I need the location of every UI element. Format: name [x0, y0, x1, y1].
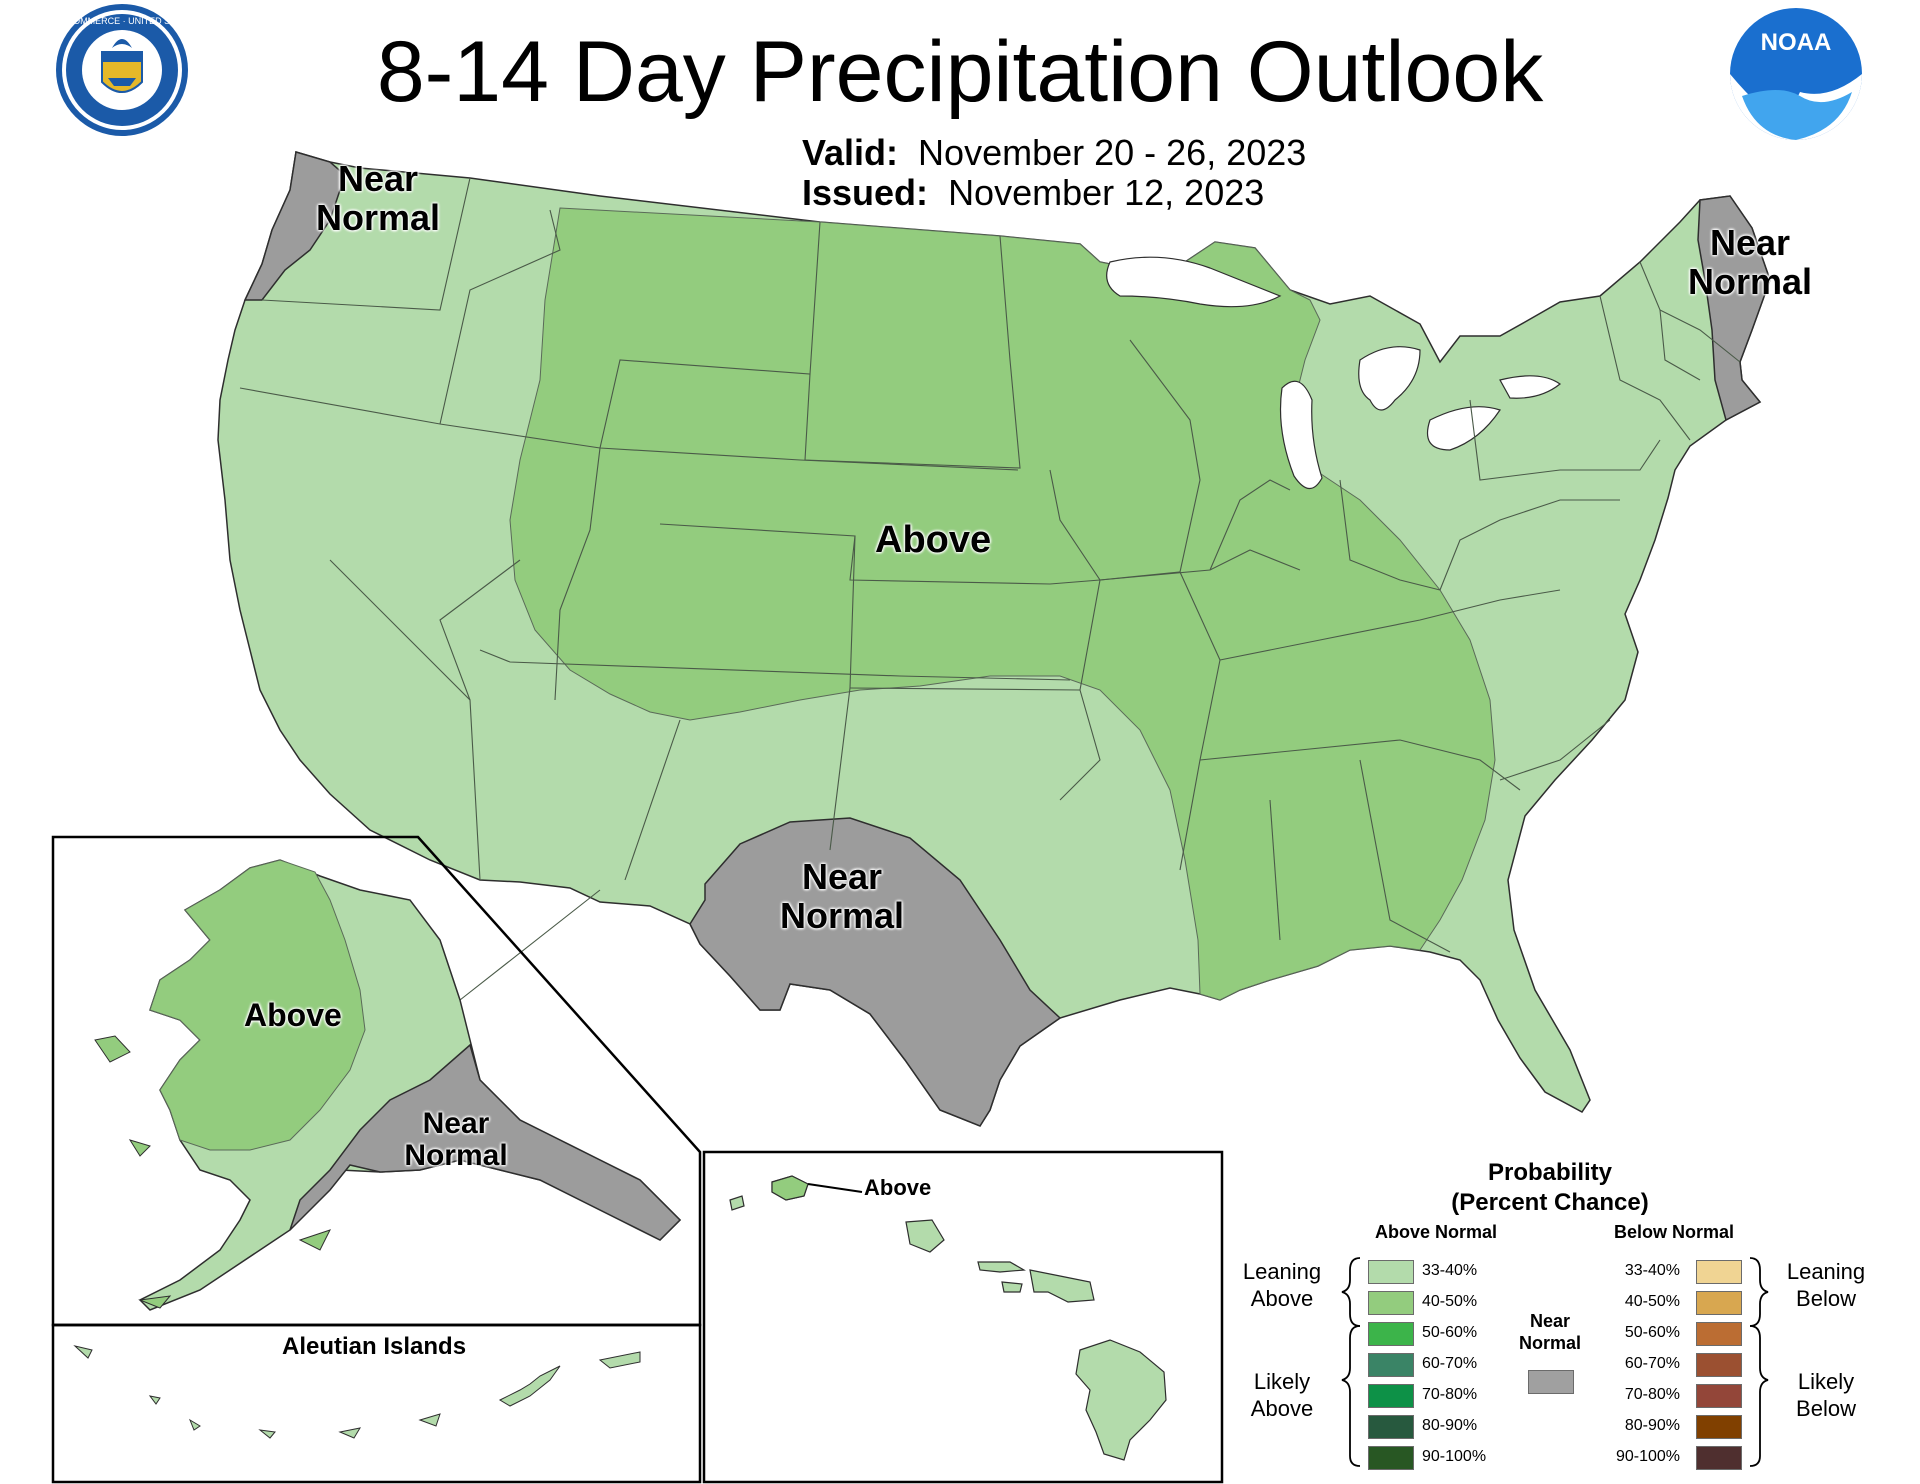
conus-above-label: Above — [875, 519, 992, 561]
group-line: Above — [1250, 1396, 1314, 1421]
legend-title-line1: Probability — [1487, 1159, 1613, 1186]
likely-below-label: Likely Below — [1776, 1368, 1876, 1422]
conus-map — [217, 151, 1771, 1127]
hawaii-kauai-above — [771, 1175, 809, 1201]
legend-above-swatch — [1368, 1291, 1414, 1315]
leaning-below-label: Leaning Below — [1776, 1258, 1876, 1312]
legend-below-swatch-label: 70-80% — [1624, 1386, 1680, 1403]
issued-line: Issued: November 12, 2023 — [802, 173, 1264, 213]
aleutian-frame — [51, 1323, 702, 1484]
likely-above-label: Likely Above — [1232, 1368, 1332, 1422]
alaska-inset-frame — [51, 835, 702, 1327]
legend-above-swatch-label: 33-40% — [1422, 1262, 1478, 1279]
legend-above-swatch-label: 50-60% — [1422, 1324, 1478, 1341]
legend-title: Probability (Percent Chance) — [1400, 1158, 1700, 1218]
legend-above-swatch — [1368, 1322, 1414, 1346]
hawaii-inset — [702, 1150, 1224, 1484]
legend-below-swatch-label: 90-100% — [1615, 1448, 1680, 1465]
legend-above-swatch-label: 70-80% — [1422, 1386, 1478, 1403]
alaska-islands — [94, 1035, 331, 1309]
northeast-near-normal-label: Near Normal — [1680, 222, 1820, 302]
legend-below-swatch-label: 80-90% — [1624, 1417, 1680, 1434]
leaning-above-label: Leaning Above — [1232, 1258, 1332, 1312]
above-40-50-region — [509, 207, 1496, 1001]
valid-line: Valid: November 20 - 26, 2023 — [802, 133, 1306, 173]
label-line: Normal — [315, 196, 441, 238]
hawaii-islands — [729, 1175, 1167, 1461]
map-title: 8-14 Day Precipitation Outlook — [376, 24, 1544, 120]
near-normal-texas — [689, 817, 1062, 1127]
issued-date: November 12, 2023 — [948, 172, 1265, 213]
legend-above-header: Above Normal — [1374, 1222, 1498, 1242]
label-line: Near — [422, 1107, 490, 1140]
valid-label: Valid: — [802, 132, 899, 173]
legend-below-swatch — [1696, 1353, 1742, 1377]
northwest-near-normal-label: Near Normal — [308, 158, 448, 238]
legend-title-line2: (Percent Chance) — [1451, 1189, 1649, 1216]
texas-near-normal-label: Near Normal — [772, 856, 912, 936]
legend-below-swatch-label: 40-50% — [1624, 1293, 1680, 1310]
legend-above-swatch — [1368, 1384, 1414, 1408]
alaska-above-label: Above — [244, 997, 342, 1033]
alaska-near-normal-region — [289, 1043, 682, 1241]
legend-below-swatch — [1696, 1384, 1742, 1408]
valid-date: November 20 - 26, 2023 — [918, 132, 1307, 173]
group-line: Above — [1250, 1286, 1314, 1311]
issued-label: Issued: — [802, 172, 929, 213]
label-line: Near — [337, 158, 419, 199]
legend-above-swatch-label: 90-100% — [1422, 1448, 1487, 1465]
state-borders — [239, 177, 1741, 1001]
legend-near-normal-swatch — [1528, 1370, 1574, 1394]
alaska-near-normal-label: Near Normal — [396, 1107, 516, 1173]
label-line: Normal — [404, 1139, 508, 1173]
legend-above-swatch — [1368, 1353, 1414, 1377]
near-normal-northwest — [243, 151, 346, 301]
group-line: Likely — [1253, 1369, 1311, 1394]
near-line2: Normal — [1518, 1333, 1581, 1353]
legend-below-swatch — [1696, 1322, 1742, 1346]
legend-below-swatch — [1696, 1446, 1742, 1470]
hawaii-above-label: Above — [864, 1175, 932, 1200]
commerce-seal-icon: DEPARTMENT OF COMMERCE · UNITED STATES O… — [0, 4, 256, 136]
alaska-inset — [51, 835, 702, 1484]
label-line: Normal — [779, 894, 905, 936]
legend-near-normal-header: Near Normal — [1500, 1310, 1600, 1354]
aleutian-islands-title: Aleutian Islands — [282, 1333, 467, 1360]
group-line: Below — [1796, 1396, 1856, 1421]
legend-below-swatch — [1696, 1415, 1742, 1439]
near-normal-maine — [1697, 195, 1771, 422]
legend-below-swatch — [1696, 1260, 1742, 1284]
legend-below-header: Below Normal — [1613, 1222, 1735, 1242]
hawaii-above-pointer — [807, 1183, 863, 1193]
legend-below-swatch-label: 33-40% — [1624, 1262, 1680, 1279]
noaa-logo-icon: NOAA — [1730, 8, 1862, 140]
legend-above-swatch — [1368, 1446, 1414, 1470]
noaa-text: NOAA — [1761, 29, 1832, 56]
legend-below-swatch — [1696, 1291, 1742, 1315]
legend-above-swatch — [1368, 1260, 1414, 1284]
hawaii-frame — [702, 1150, 1224, 1484]
group-line: Below — [1796, 1286, 1856, 1311]
label-line: Near — [801, 856, 883, 897]
group-line: Leaning — [1242, 1259, 1322, 1284]
group-line: Likely — [1797, 1369, 1855, 1394]
legend-above-swatch — [1368, 1415, 1414, 1439]
label-line: Normal — [1687, 260, 1813, 302]
label-line: Near — [1709, 222, 1791, 263]
alaska-above-region — [149, 859, 366, 1151]
seal-text: DEPARTMENT OF COMMERCE · UNITED STATES O… — [0, 16, 256, 26]
legend-above-swatch-label: 60-70% — [1422, 1355, 1478, 1372]
group-line: Leaning — [1786, 1259, 1866, 1284]
legend-below-swatch-label: 50-60% — [1624, 1324, 1680, 1341]
great-lakes — [1106, 256, 1562, 490]
legend-above-swatch-label: 80-90% — [1422, 1417, 1478, 1434]
legend-brackets — [1341, 1257, 1769, 1467]
legend-above-swatch-label: 40-50% — [1422, 1293, 1478, 1310]
aleutian-islands — [73, 1345, 641, 1439]
legend-below-swatch-label: 60-70% — [1624, 1355, 1680, 1372]
near-line1: Near — [1529, 1311, 1571, 1331]
